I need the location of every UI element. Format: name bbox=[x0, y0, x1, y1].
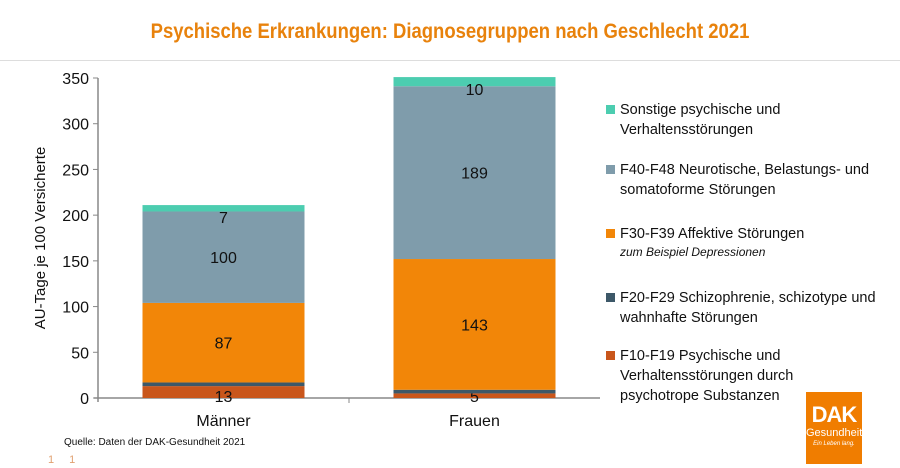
legend-swatch bbox=[606, 293, 615, 302]
legend-item: F10-F19 Psychische und Verhaltensstörung… bbox=[606, 346, 810, 406]
bar-segment bbox=[393, 389, 556, 394]
source-note: Quelle: Daten der DAK-Gesundheit 2021 bbox=[64, 437, 246, 448]
y-tick-label: 100 bbox=[62, 300, 89, 317]
legend-label: F40-F48 Neurotische, Belastungs- und som… bbox=[620, 162, 870, 198]
data-label: 100 bbox=[210, 250, 237, 267]
legend-swatch bbox=[606, 351, 615, 360]
bar-segment bbox=[393, 259, 556, 390]
x-tick-label: Frauen bbox=[449, 413, 500, 430]
legend-swatch bbox=[606, 229, 615, 238]
legend-item: Sonstige psychische und Verhaltensstörun… bbox=[606, 100, 900, 140]
data-label: 7 bbox=[219, 210, 228, 227]
logo-sub: Gesundheit bbox=[806, 427, 863, 439]
legend-label: F20-F29 Schizophrenie, schizotype und wa… bbox=[620, 290, 876, 326]
legend-swatch bbox=[606, 105, 615, 114]
bar-segment bbox=[142, 386, 305, 398]
data-label: 189 bbox=[461, 166, 488, 183]
dak-logo: DAK Gesundheit Ein Leben lang. bbox=[806, 392, 862, 464]
bar-segment bbox=[142, 211, 305, 303]
bar-segment bbox=[142, 205, 305, 212]
legend-item: F40-F48 Neurotische, Belastungs- und som… bbox=[606, 160, 900, 200]
y-tick-label: 150 bbox=[62, 254, 89, 271]
legend-label: Sonstige psychische und Verhaltensstörun… bbox=[620, 102, 781, 138]
y-tick-label: 200 bbox=[62, 208, 89, 225]
legend-label: F30-F39 Affektive Störungen bbox=[620, 226, 805, 242]
legend-swatch bbox=[606, 165, 615, 174]
page-number: 1 1 bbox=[48, 454, 82, 466]
y-tick-label: 350 bbox=[62, 71, 89, 88]
legend-item: F20-F29 Schizophrenie, schizotype und wa… bbox=[606, 288, 900, 328]
title-divider bbox=[0, 60, 900, 61]
y-tick-label: 0 bbox=[80, 391, 89, 408]
legend-label: F10-F19 Psychische und Verhaltensstörung… bbox=[620, 348, 794, 404]
legend-item: F30-F39 Affektive Störungen zum Beispiel … bbox=[606, 224, 900, 260]
data-label: 13 bbox=[215, 389, 233, 406]
x-tick-label: Männer bbox=[196, 413, 251, 430]
data-label: 5 bbox=[470, 389, 479, 406]
bar-segment bbox=[142, 302, 305, 383]
data-label: 87 bbox=[215, 336, 233, 353]
y-tick-label: 50 bbox=[71, 345, 89, 362]
y-tick-label: 250 bbox=[62, 162, 89, 179]
logo-name: DAK bbox=[811, 402, 858, 427]
bar-segment bbox=[393, 86, 556, 260]
data-label: 10 bbox=[466, 82, 484, 99]
bar-segment bbox=[393, 77, 556, 87]
bar-segment bbox=[142, 382, 305, 387]
y-axis-label: AU-Tage je 100 Versicherte bbox=[32, 147, 49, 330]
chart-title: Psychische Erkrankungen: Diagnosegruppen… bbox=[150, 20, 750, 43]
logo-slogan: Ein Leben lang. bbox=[813, 441, 855, 447]
legend-note: zum Beispiel Depressionen bbox=[620, 245, 766, 259]
bar-segment bbox=[393, 393, 556, 398]
data-label: 143 bbox=[461, 317, 488, 334]
y-tick-label: 300 bbox=[62, 117, 89, 134]
